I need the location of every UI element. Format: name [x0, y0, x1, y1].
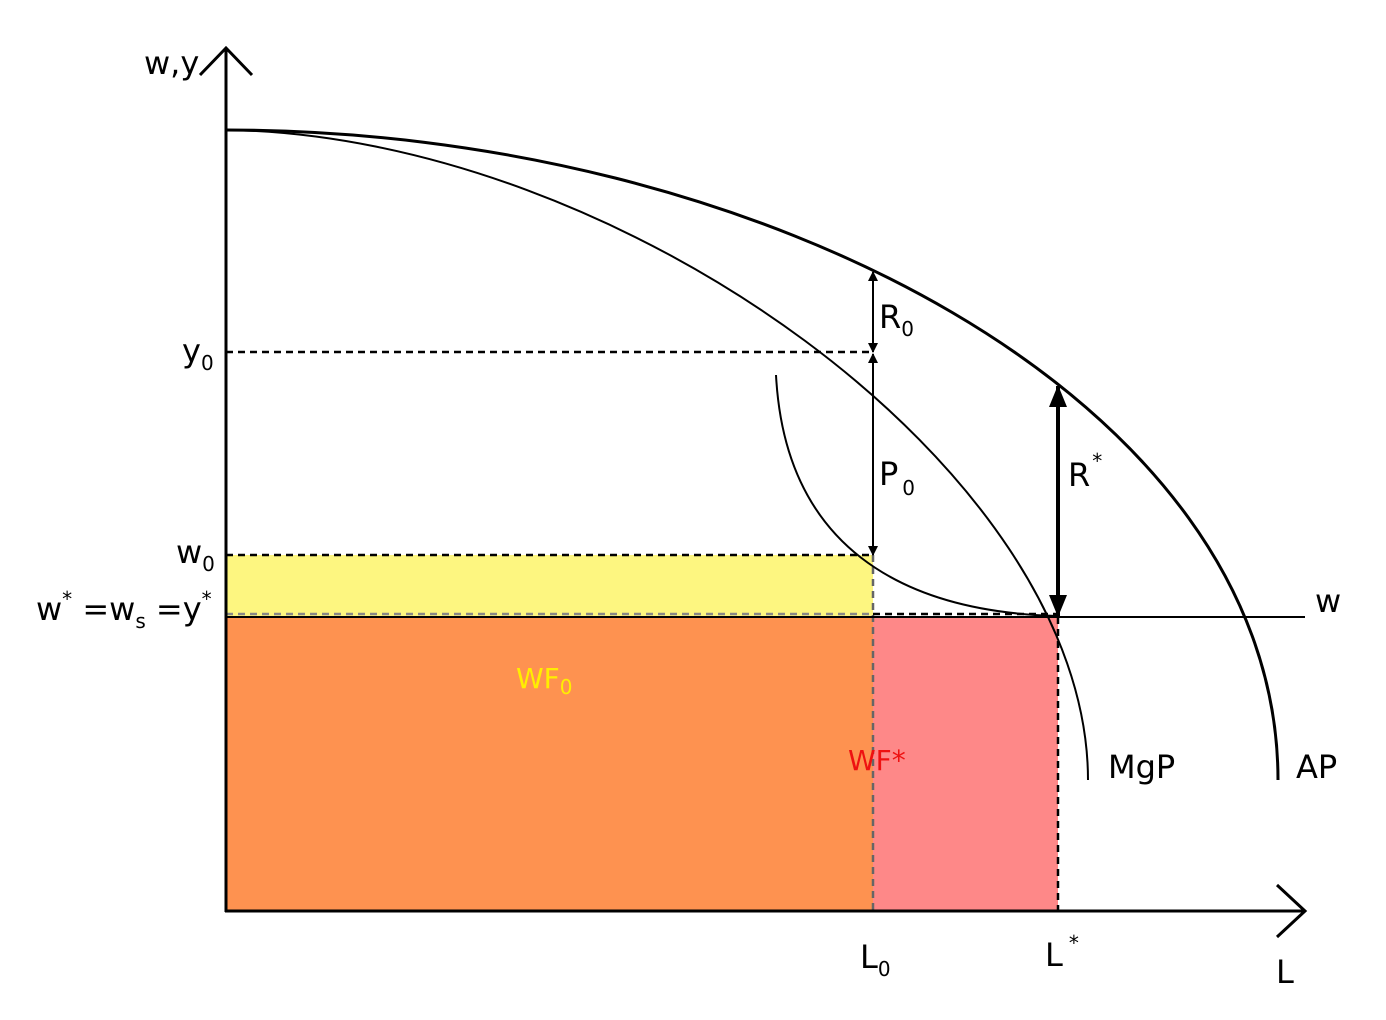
wfstar-label: WF*: [848, 744, 906, 777]
x-axis-label: L: [1276, 953, 1294, 991]
wf0-label: WF0: [516, 662, 573, 699]
wf0-band-area: [226, 555, 873, 617]
wf-common-area: [226, 617, 873, 911]
wage-line-label: w: [1315, 582, 1341, 620]
tick-L0: L0: [860, 938, 891, 981]
tick-w0: w0: [176, 533, 215, 576]
tick-y0: y0: [182, 332, 214, 375]
mgp-label: MgP: [1108, 748, 1175, 786]
ap-label: AP: [1296, 748, 1337, 786]
labor-supply-curve: [775, 374, 1059, 617]
tick-wstar: w* =ws =y*: [36, 587, 212, 633]
tick-Lstar: L *: [1045, 931, 1079, 974]
r0-label: R0: [879, 298, 914, 341]
y-axis-label: w,y: [144, 44, 199, 82]
wf-star-extra-area: [873, 617, 1058, 911]
rstar-label: R *: [1068, 449, 1102, 494]
y-axis-arrow-icon: [198, 45, 254, 77]
x-axis-arrow-icon: [1275, 883, 1308, 939]
mgp-curve: [225, 129, 1089, 781]
